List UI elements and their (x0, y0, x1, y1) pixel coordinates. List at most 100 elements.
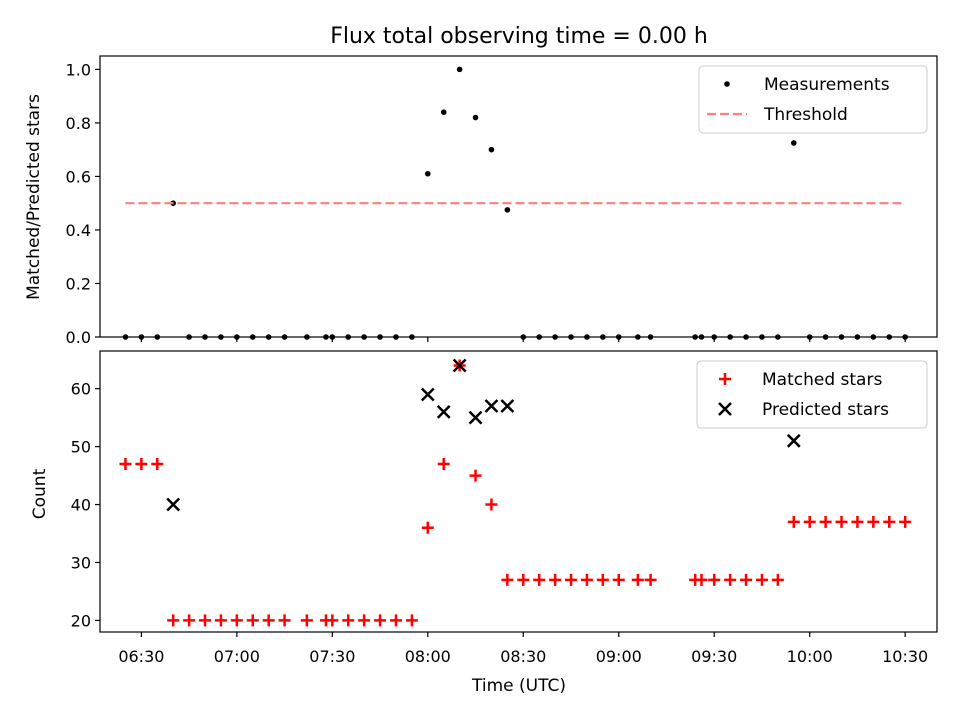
matched-stars-point (549, 573, 562, 586)
matched-stars-point (755, 573, 768, 586)
y-tick-label: 0.2 (66, 274, 91, 293)
predicted-stars-point (484, 399, 499, 413)
legend-panel-1: Measurements Threshold (698, 65, 928, 134)
matched-stars-point (771, 573, 784, 586)
chart-legends: Measurements Threshold Matched stars Predic… (696, 65, 928, 429)
legend-box (698, 65, 928, 134)
legend-label: Measurements (764, 75, 890, 95)
matched-stars-point (342, 614, 355, 627)
matched-stars-point (533, 573, 546, 586)
matched-stars-point (374, 614, 387, 627)
legend-label: Threshold (763, 105, 848, 125)
x-tick-label: 06:30 (118, 647, 164, 666)
chart-title: Flux total observing time = 0.00 h (330, 24, 708, 49)
matched-stars-point (851, 515, 864, 528)
y-tick-label: 50 (71, 438, 91, 457)
matched-stars-point (119, 457, 132, 470)
measurement-point (456, 66, 463, 73)
matched-stars-point (612, 573, 625, 586)
legend-x-swatch (718, 402, 732, 416)
matched-stars-point (151, 457, 164, 470)
bottom-y-axis-label: Count (30, 468, 50, 519)
top-y-axis-label: Matched/Predicted stars (24, 94, 44, 300)
matched-stars-point (819, 515, 832, 528)
legend-box (696, 360, 928, 429)
predicted-stars-point (166, 497, 181, 512)
x-tick-label: 08:00 (405, 647, 451, 666)
matched-stars-point (724, 573, 737, 586)
y-tick-label: 0.8 (66, 114, 91, 133)
measurement-point (488, 146, 495, 153)
x-tick-label: 10:00 (787, 647, 833, 666)
legend-panel-2: Matched stars Predicted stars (696, 360, 928, 429)
y-tick-label: 0.4 (66, 221, 91, 240)
matched-stars-point (300, 614, 313, 627)
x-axis-label: Time (UTC) (471, 676, 566, 696)
y-tick-label: 30 (71, 553, 91, 572)
matched-stars-point (278, 614, 291, 627)
legend-label: Predicted stars (762, 400, 889, 420)
matched-stars-point (405, 614, 418, 627)
predicted-stars-point (436, 404, 451, 419)
matched-stars-point (580, 573, 593, 586)
matched-stars-point (358, 614, 371, 627)
matched-stars-point (631, 573, 644, 586)
matched-stars-point (787, 515, 800, 528)
y-tick-label: 20 (71, 611, 91, 630)
panel-count-marks (119, 358, 912, 627)
matched-stars-point (883, 515, 896, 528)
predicted-stars-point (468, 410, 483, 425)
matched-stars-point (740, 573, 753, 586)
matched-stars-point (389, 614, 402, 627)
matched-stars-point (199, 614, 212, 627)
matched-stars-point (469, 469, 482, 482)
matched-stars-point (565, 573, 578, 586)
legend-plus-swatch (719, 373, 731, 385)
matched-stars-point (183, 614, 196, 627)
matched-stars-point (899, 515, 912, 528)
chart-marks (119, 66, 912, 627)
y-tick-label: 40 (71, 496, 91, 515)
matched-stars-point (695, 573, 708, 586)
matched-stars-point (835, 515, 848, 528)
x-tick-label: 10:30 (882, 647, 928, 666)
y-tick-label: 0.0 (66, 328, 91, 347)
matched-stars-point (708, 573, 721, 586)
y-tick-label: 60 (71, 380, 91, 399)
matched-stars-point (517, 573, 530, 586)
x-tick-label: 08:30 (500, 647, 546, 666)
matched-stars-point (803, 515, 816, 528)
matched-stars-point (596, 573, 609, 586)
measurement-point (504, 207, 511, 213)
x-tick-label: 09:30 (691, 647, 737, 666)
measurement-point (440, 109, 447, 115)
matched-stars-point (135, 457, 148, 470)
series-predicted-stars (166, 358, 801, 512)
matched-stars-point (214, 614, 227, 627)
series-matched-stars (119, 359, 912, 627)
matched-stars-point (421, 521, 434, 534)
predicted-stars-point (786, 433, 801, 448)
predicted-stars-point (452, 358, 467, 373)
y-tick-label: 1.0 (66, 60, 91, 79)
panel-2-frame (99, 350, 938, 633)
x-tick-label: 07:00 (214, 647, 260, 666)
matched-stars-point (501, 573, 514, 586)
chart-axes: 0.0 0.2 0.4 0.6 0.8 1.0 20 30 40 50 60 06:30 07:00 07… (66, 55, 938, 666)
matched-stars-point (326, 614, 339, 627)
legend-label: Matched stars (762, 370, 882, 390)
matched-stars-point (246, 614, 259, 627)
x-tick-label: 09:00 (596, 647, 642, 666)
predicted-stars-point (420, 387, 435, 402)
matched-stars-point (485, 498, 498, 511)
predicted-stars-point (500, 399, 515, 413)
matched-stars-point (230, 614, 243, 627)
matched-stars-point (867, 515, 880, 528)
matched-stars-point (437, 457, 450, 470)
matched-stars-point (262, 614, 275, 627)
x-tick-label: 07:30 (309, 647, 355, 666)
legend-dot-swatch (724, 81, 730, 87)
matched-stars-point (644, 573, 657, 586)
y-tick-label: 0.6 (66, 167, 91, 186)
